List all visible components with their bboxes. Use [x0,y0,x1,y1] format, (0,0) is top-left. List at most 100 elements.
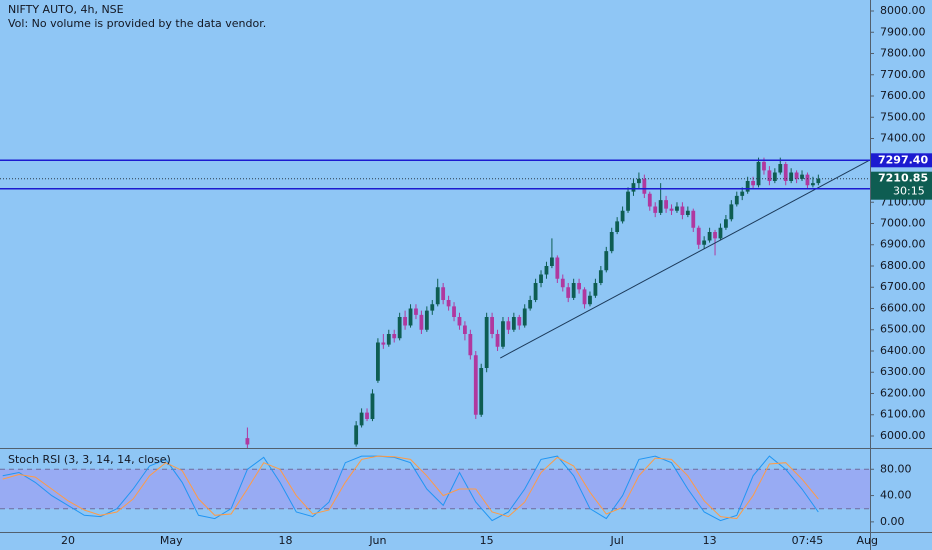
candle-body [593,282,598,296]
y-tick-label: 7400.00 [880,132,926,145]
candle-body [609,232,614,252]
candle-body [533,282,538,300]
x-tick-label: May [160,534,183,547]
candle-body [783,164,788,182]
candle-body [446,299,451,307]
candle-body [414,308,418,315]
y-tick-label: 7800.00 [880,47,926,60]
y-tick-label: 6300.00 [880,365,926,378]
candle-body [778,164,783,173]
candle-body [691,210,696,228]
candle-body [675,206,679,211]
bar-countdown: 30:15 [893,185,925,198]
candle-body [544,265,549,275]
y-tick-label: 8000.00 [880,4,926,17]
candle-body [598,270,603,283]
chart-title: NIFTY AUTO, 4h, NSE [8,3,124,16]
y-tick-label: 7700.00 [880,68,926,81]
candle-body [756,161,761,186]
candle-body [370,393,375,419]
x-tick-label: Jul [610,534,624,547]
candle-body [805,174,810,186]
indicator-title: Stoch RSI (3, 3, 14, 14, close) [8,453,171,466]
candle-body [403,316,407,326]
candle-body [511,316,516,330]
x-tick-label: 13 [703,534,717,547]
candle-body [811,183,815,186]
x-tick-label: Aug [857,534,878,547]
candle-body [729,204,734,220]
candle-body [245,438,250,445]
candle-body [517,316,522,326]
candle-body [702,240,707,245]
axes: 8000.00 7900.00 7800.00 7700.00 7600.00 7500.… [61,4,932,547]
y-tick-label: 6200.00 [880,386,926,399]
level-label: 7297.40 [878,153,928,166]
candle-body [604,251,609,271]
candle-body [365,412,369,419]
y-tick-label: 6000.00 [880,429,926,442]
y-tick-label: 6700.00 [880,280,926,293]
candle-body [680,206,685,216]
candle-body [713,232,717,239]
candle-body [794,172,799,179]
candle-body [816,178,821,184]
candle-body [381,342,386,345]
candle-body [631,183,636,192]
candle-body [522,308,527,326]
candle-body [376,342,380,381]
candle-body [539,274,543,283]
candle-body [789,172,794,182]
candle-body [550,257,554,266]
candle-body [392,333,397,339]
candle-body [772,172,777,182]
y-tick-label: 80.00 [880,462,912,475]
y-tick-label: 7900.00 [880,25,926,38]
stoch-line [2,455,819,522]
candle-body [620,210,625,222]
candle-body [615,221,620,233]
candle-body [441,287,446,300]
candle-body [577,282,581,290]
candle-body [495,333,500,347]
candle-body [566,287,571,298]
candle-body [734,195,739,205]
y-tick-label: 7000.00 [880,217,926,230]
y-tick-label: 6900.00 [880,238,926,251]
x-tick-label: 07:45 [792,534,824,547]
candle-body [767,170,772,182]
candle-body [397,316,402,339]
candle-body [718,227,723,239]
y-tick-label: 40.00 [880,489,912,502]
candle-body [707,232,712,241]
candle-body [560,278,565,288]
candle-body [354,425,359,445]
y-tick-label: 6600.00 [880,301,926,314]
stoch-pane [0,455,870,522]
candle-body [588,295,592,305]
volume-note: Vol: No volume is provided by the data v… [8,17,266,30]
y-tick-label: 7600.00 [880,89,926,102]
x-tick-label: Jun [368,534,386,547]
candle-body [642,178,647,194]
candle-body [685,210,690,216]
y-tick-label: 0.00 [880,515,905,528]
candle-body [658,200,663,213]
candle-body [751,181,755,186]
y-tick-label: 7500.00 [880,110,926,123]
trendline [500,159,870,359]
band-fill [0,469,870,509]
candle-body [473,355,478,415]
candle-body [626,191,630,211]
candle-body [457,316,462,326]
candle-body [501,321,505,347]
candle-body [386,333,391,345]
candle-body [582,289,587,305]
candle-body [669,208,674,211]
candle-body [740,191,745,196]
x-tick-label: 18 [278,534,292,547]
candle-body [408,308,413,326]
candle-body [490,316,494,334]
candle-body [528,299,533,309]
